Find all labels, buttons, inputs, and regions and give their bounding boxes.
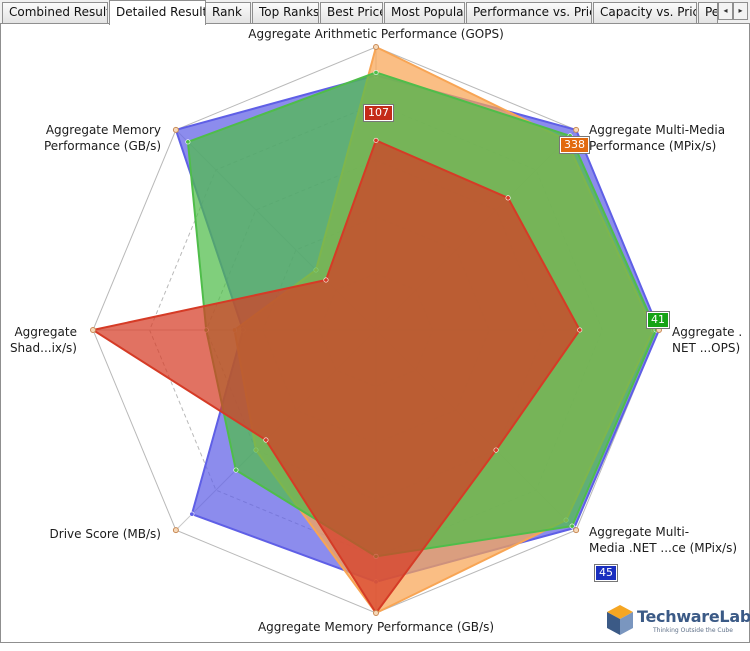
axis-label-line: Drive Score (MB/s) xyxy=(49,527,161,541)
radar-series xyxy=(90,44,662,616)
axis-label-line: Media .NET ...ce (MPix/s) xyxy=(589,541,738,555)
series-point xyxy=(189,511,195,517)
value-badge: 41 xyxy=(646,311,670,329)
tab-capacity-vs-price[interactable]: Capacity vs. Price xyxy=(593,2,697,23)
tab-bar: Combined Results Detailed Results Rank T… xyxy=(0,0,750,25)
value-badge: 338 xyxy=(559,136,590,154)
series-point xyxy=(185,139,191,145)
value-badge: 107 xyxy=(363,104,394,122)
radar-chart xyxy=(90,44,662,616)
series-point xyxy=(577,327,583,333)
tab-detailed-results[interactable]: Detailed Results xyxy=(109,0,206,25)
detailed-results-panel: Aggregate Arithmetic Performance (GOPS) A… xyxy=(0,24,750,643)
axis-endpoint xyxy=(573,527,580,534)
series-point xyxy=(373,69,379,75)
logo-wordmark: TechwareLabs xyxy=(637,607,750,626)
value-badge: 45 xyxy=(594,564,618,582)
tab-most-popular[interactable]: Most Popular xyxy=(384,2,465,23)
axis-label-1: Aggregate Arithmetic Performance (GOPS) xyxy=(126,26,626,42)
series-point xyxy=(505,195,511,201)
techwarelabs-logo: TechwareLabs Thinking Outside the Cube xyxy=(605,601,750,651)
axis-endpoint xyxy=(656,327,662,333)
axis-label-2: Aggregate Multi-Media Performance (MPix/s… xyxy=(589,122,725,154)
axis-label-line: Aggregate xyxy=(14,325,77,339)
arrow-left-icon[interactable]: ◂ xyxy=(718,2,733,20)
series-point xyxy=(323,277,329,283)
axis-label-line: Shad...ix/s) xyxy=(9,341,77,355)
axis-label-5: Aggregate Memory Performance (GB/s) xyxy=(126,619,626,635)
series-point xyxy=(569,523,575,529)
axis-label-line: Performance (GB/s) xyxy=(43,139,161,153)
tab-combined-results[interactable]: Combined Results xyxy=(2,2,108,23)
tab-performance-vs-price[interactable]: Performance vs. Price xyxy=(466,2,592,23)
axis-endpoint xyxy=(373,610,379,616)
series-point xyxy=(263,437,269,443)
arrow-right-icon[interactable]: ▸ xyxy=(733,2,748,20)
axis-label-line: Performance (MPix/s) xyxy=(589,139,717,153)
axis-endpoint xyxy=(90,327,96,333)
axis-endpoint xyxy=(373,44,379,50)
cube-logo-icon xyxy=(607,605,633,635)
axis-label-line: Aggregate Arithmetic Performance (GOPS) xyxy=(248,27,504,41)
tab-pe[interactable]: Pe xyxy=(698,2,718,23)
logo-tagline: Thinking Outside the Cube xyxy=(653,627,733,634)
axis-label-line: Aggregate Memory Performance (GB/s) xyxy=(257,620,495,634)
axis-endpoint xyxy=(573,126,580,133)
tab-rank[interactable]: Rank xyxy=(205,2,251,23)
axis-label-line: Aggregate Memory xyxy=(45,123,161,137)
axis-label-4: Aggregate Multi- Media .NET ...ce (MPix/s… xyxy=(589,524,737,556)
axis-label-8: Aggregate Memory Performance (GB/s) xyxy=(44,122,161,154)
axis-label-line: Aggregate Multi-Media xyxy=(589,123,726,137)
axis-label-6: Drive Score (MB/s) xyxy=(50,526,161,542)
tab-best-price[interactable]: Best Price xyxy=(320,2,383,23)
series-point xyxy=(493,447,499,453)
axis-endpoint xyxy=(172,527,179,534)
axis-label-line: Aggregate Multi- xyxy=(589,525,690,539)
axis-label-line: Aggregate . xyxy=(672,325,743,339)
axis-label-3: Aggregate . NET ...OPS) xyxy=(672,324,742,356)
series-point xyxy=(373,137,379,143)
axis-endpoint xyxy=(172,126,179,133)
axis-label-line: NET ...OPS) xyxy=(672,341,741,355)
axis-label-7: Aggregate Shad...ix/s) xyxy=(10,324,77,356)
radar-axes xyxy=(90,44,662,616)
tab-top-ranks[interactable]: Top Ranks xyxy=(252,2,319,23)
series-point xyxy=(233,467,239,473)
